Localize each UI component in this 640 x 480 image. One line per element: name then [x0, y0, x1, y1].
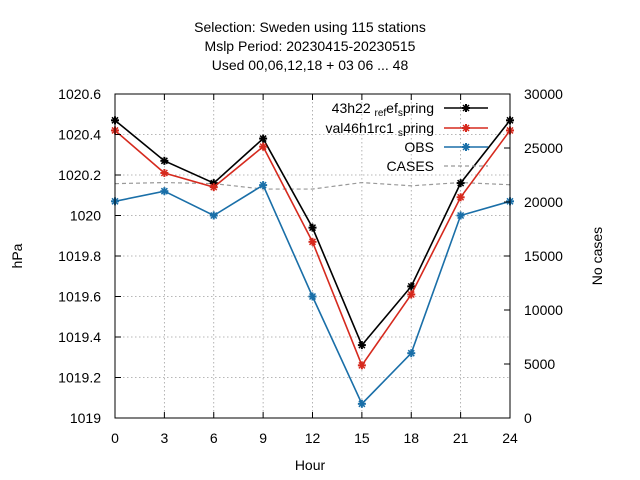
- axes: 0 3 6 9 12 15 18 21 24 1019 1019.2 1019.4 1019.6 1019…: [58, 86, 563, 446]
- y-tick-label: 1020.6: [58, 86, 101, 102]
- legend-label-obs: OBS: [404, 139, 434, 155]
- y-tick-label: 1019: [70, 410, 101, 426]
- marker-stroke: [407, 349, 415, 357]
- data-point-43h22-ref-spring: [160, 156, 169, 165]
- y-tick-label: 1019.8: [58, 248, 101, 264]
- y2-tick-label: 5000: [524, 356, 555, 372]
- marker-stroke: [160, 157, 168, 165]
- x-tick-label: 15: [354, 430, 370, 446]
- legend-marker: [462, 143, 470, 151]
- data-point-val46h1rc1-spring: [160, 168, 169, 177]
- marker-stroke: [259, 181, 267, 189]
- data-point-obs: [456, 211, 465, 220]
- legend-marker: [462, 124, 470, 132]
- y-axis-label: hPa: [9, 243, 25, 268]
- y-tick-label: 1019.2: [58, 370, 101, 386]
- y2-tick-label: 30000: [524, 86, 563, 102]
- marker-stroke: [407, 290, 415, 299]
- data-point-val46h1rc1-spring: [407, 290, 416, 299]
- data-point-43h22-ref-spring: [259, 134, 268, 143]
- marker-stroke: [210, 183, 218, 191]
- legend-marker: [462, 104, 470, 112]
- marker-stroke: [259, 143, 267, 151]
- marker-stroke: [457, 193, 465, 201]
- grid-lines: [115, 94, 510, 418]
- y2-tick-label: 15000: [524, 248, 563, 264]
- x-tick-label: 12: [305, 430, 321, 446]
- chart-title: Selection: Sweden using 115 stations Msl…: [194, 19, 426, 73]
- y2-tick-label: 20000: [524, 194, 563, 210]
- marker-stroke: [457, 179, 465, 187]
- chart-title-line-3: Used 00,06,12,18 + 03 06 ... 48: [212, 57, 409, 73]
- data-point-43h22-ref-spring: [407, 282, 416, 291]
- data-point-obs: [308, 292, 317, 301]
- y-tick-label: 1020.4: [58, 127, 101, 143]
- legend-label-cases: CASES: [387, 158, 434, 174]
- x-tick-label: 21: [453, 430, 469, 446]
- data-point-obs: [160, 187, 169, 196]
- data-point-obs: [209, 211, 218, 220]
- legend-label-43h22-ref-spring: 43h22 refefspring: [332, 100, 434, 119]
- x-tick-label: 3: [160, 430, 168, 446]
- data-point-obs: [357, 399, 366, 408]
- y2-tick-label: 10000: [524, 302, 563, 318]
- data-point-obs: [259, 181, 268, 190]
- data-point-val46h1rc1-spring: [259, 142, 268, 151]
- y2-tick-label: 25000: [524, 140, 563, 156]
- marker-stroke: [259, 135, 267, 143]
- data-point-43h22-ref-spring: [357, 341, 366, 350]
- marker-stroke: [308, 224, 317, 232]
- series-layer: [111, 116, 514, 408]
- marker-stroke: [407, 282, 415, 290]
- data-point-val46h1rc1-spring: [308, 237, 317, 246]
- data-point-43h22-ref-spring: [308, 223, 317, 232]
- x-axis-label: Hour: [295, 457, 326, 473]
- y-tick-label: 1019.4: [58, 329, 101, 345]
- data-point-val46h1rc1-spring: [209, 183, 218, 192]
- marker-stroke: [358, 341, 366, 349]
- marker-stroke: [160, 187, 168, 195]
- series-line-cases: [114, 181, 511, 190]
- marker-stroke: [358, 400, 366, 408]
- marker-stroke: [308, 238, 317, 246]
- marker-stroke: [210, 211, 218, 220]
- chart-title-line-2: Mslp Period: 20230415-20230515: [205, 38, 416, 54]
- marker-stroke: [308, 292, 317, 301]
- y-tick-label: 1019.6: [58, 289, 101, 305]
- x-tick-label: 6: [210, 430, 218, 446]
- data-point-val46h1rc1-spring: [456, 193, 465, 202]
- x-tick-label: 18: [403, 430, 419, 446]
- marker-stroke: [358, 361, 366, 369]
- data-point-val46h1rc1-spring: [357, 361, 366, 370]
- x-tick-label: 0: [111, 430, 119, 446]
- data-point-43h22-ref-spring: [456, 179, 465, 188]
- x-tick-label: 24: [502, 430, 518, 446]
- marker-stroke: [457, 211, 465, 220]
- chart-title-line-1: Selection: Sweden using 115 stations: [194, 19, 426, 35]
- x-tick-label: 9: [259, 430, 267, 446]
- y2-axis-label: No cases: [589, 227, 605, 285]
- y-tick-label: 1020.2: [58, 167, 101, 183]
- marker-stroke: [160, 169, 168, 177]
- legend-label-val46h1rc1-spring: val46h1rc1 spring: [325, 120, 434, 139]
- y-tick-label: 1020: [70, 208, 101, 224]
- y2-tick-label: 0: [524, 410, 532, 426]
- data-point-obs: [407, 349, 416, 358]
